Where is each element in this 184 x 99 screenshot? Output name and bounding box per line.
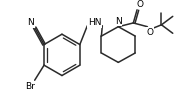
Text: N: N [115,17,122,26]
Text: Br: Br [25,82,35,91]
Text: N: N [28,18,34,27]
Text: HN: HN [88,18,102,27]
Text: O: O [136,0,143,9]
Text: O: O [147,28,154,37]
